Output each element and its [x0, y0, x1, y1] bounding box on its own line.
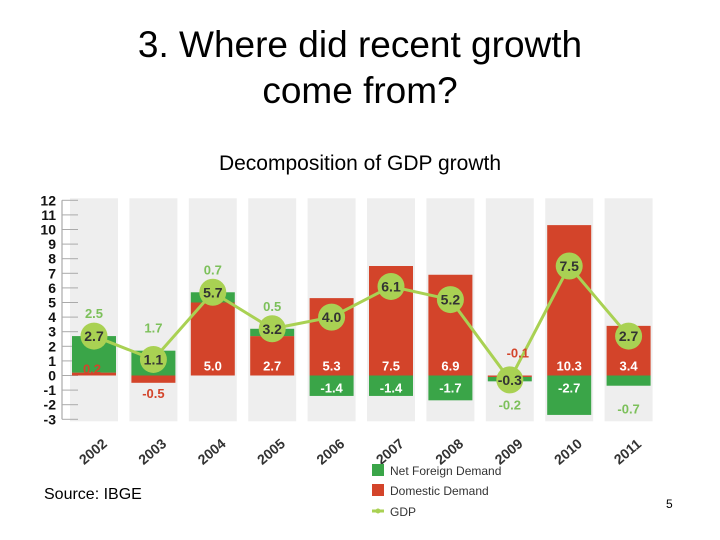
gdp-label-2011: 2.7 — [619, 328, 639, 344]
x-tick-label-2004: 2004 — [195, 435, 229, 467]
column-band-2003 — [129, 198, 178, 422]
domestic-demand-bar-2004 — [190, 302, 235, 376]
x-tick-label-2002: 2002 — [76, 435, 110, 467]
slide-title-line-1: 3. Where did recent growth — [137, 24, 583, 65]
x-tick-label-2010: 2010 — [551, 435, 585, 467]
domestic-demand-label-2004: 5.0 — [204, 359, 222, 374]
y-tick-label: 8 — [48, 251, 56, 267]
legend-swatch-net-foreign-demand — [372, 464, 384, 476]
domestic-demand-label-2007: 7.5 — [382, 359, 400, 374]
domestic-demand-label-2002: 0.2 — [83, 362, 101, 377]
gdp-label-2008: 5.2 — [441, 292, 461, 308]
slide-title-line-2: come from? — [262, 70, 458, 111]
y-tick-label: -3 — [44, 411, 57, 427]
x-tick-label-2003: 2003 — [135, 435, 169, 467]
gdp-label-2009: -0.3 — [498, 372, 522, 388]
gdp-marker-2011 — [615, 322, 643, 350]
source-note: Source: IBGE — [44, 486, 142, 503]
gdp-marker-2005 — [258, 315, 286, 343]
domestic-demand-bar-2002 — [72, 372, 116, 376]
gdp-marker-2010 — [555, 252, 583, 280]
gdp-marker-2008 — [436, 286, 464, 314]
gdp-label-2005: 3.2 — [262, 321, 282, 337]
net-foreign-demand-label-2008: -1.7 — [439, 381, 461, 396]
net-foreign-demand-bar-2008 — [428, 375, 473, 401]
gdp-marker-2003 — [139, 345, 167, 373]
domestic-demand-label-2006: 5.3 — [323, 359, 341, 374]
y-tick-label: -2 — [44, 397, 57, 413]
domestic-demand-bar-2003 — [131, 375, 176, 383]
net-foreign-demand-label-2011: -0.7 — [617, 402, 639, 417]
domestic-demand-label-2008: 6.9 — [441, 359, 459, 374]
gdp-marker-2004 — [199, 278, 227, 306]
y-tick-label: 6 — [48, 280, 56, 296]
net-foreign-demand-label-2002: 2.5 — [85, 306, 103, 321]
x-tick-label-2006: 2006 — [313, 435, 347, 467]
domestic-demand-bar-2005 — [250, 336, 295, 376]
net-foreign-demand-label-2009: -0.2 — [499, 397, 521, 412]
gdp-marker-2009 — [496, 366, 524, 394]
gdp-marker-2007 — [377, 272, 405, 300]
domestic-demand-bar-2010 — [547, 225, 592, 376]
net-foreign-demand-bar-2011 — [606, 375, 651, 386]
net-foreign-demand-label-2005: 0.5 — [263, 299, 281, 314]
column-band-2011 — [604, 198, 653, 422]
net-foreign-demand-label-2004: 0.7 — [204, 262, 222, 277]
y-tick-label: 0 — [48, 368, 56, 384]
column-band-2002 — [70, 198, 118, 422]
domestic-demand-label-2011: 3.4 — [620, 359, 639, 374]
y-tick-label: 7 — [48, 265, 56, 281]
chart-title: Decomposition of GDP growth — [218, 152, 502, 175]
net-foreign-demand-bar-2007 — [369, 375, 413, 396]
y-tick-label: 5 — [48, 295, 56, 311]
page-number: 5 — [666, 497, 673, 511]
net-foreign-demand-label-2010: -2.7 — [558, 381, 580, 396]
gdp-line — [93, 263, 630, 383]
y-tick-label: 1 — [48, 353, 56, 369]
gdp-label-2006: 4.0 — [322, 309, 342, 325]
legend-swatch-gdp-dot — [375, 508, 381, 514]
x-tick-label-2007: 2007 — [373, 435, 407, 467]
y-tick-label: 9 — [48, 236, 56, 252]
x-tick-label-2009: 2009 — [492, 435, 526, 467]
gdp-label-2010: 7.5 — [559, 258, 579, 274]
y-tick-label: 3 — [48, 324, 56, 340]
gdp-label-2007: 6.1 — [381, 278, 401, 294]
legend-label-gdp: GDP — [390, 505, 416, 519]
legend-label-net-foreign-demand: Net Foreign Demand — [390, 464, 501, 478]
gdp-label-2003: 1.1 — [144, 351, 164, 367]
y-tick-label: 2 — [48, 338, 56, 354]
column-band-2005 — [248, 198, 297, 422]
slide-title: 3. Where did recent growth come from? — [0, 22, 720, 114]
domestic-demand-label-2009: -0.1 — [507, 346, 529, 361]
gdp-label-2002: 2.7 — [84, 328, 104, 344]
gdp-label-2004: 5.7 — [203, 284, 223, 300]
domestic-demand-label-2003: -0.5 — [142, 386, 164, 401]
gdp-marker-2006 — [318, 303, 346, 331]
x-tick-label-2005: 2005 — [254, 435, 288, 467]
net-foreign-demand-bar-2010 — [547, 375, 592, 415]
net-foreign-demand-bar-2006 — [309, 375, 354, 396]
y-tick-label: 11 — [41, 207, 56, 223]
x-tick-label-2008: 2008 — [432, 435, 466, 467]
y-tick-label: -1 — [44, 382, 57, 398]
y-tick-label: 10 — [40, 222, 56, 238]
legend-label-domestic-demand: Domestic Demand — [390, 484, 489, 498]
gdp-marker-2002 — [80, 322, 108, 350]
y-tick-label: 4 — [48, 309, 56, 325]
x-tick-label-2011: 2011 — [611, 435, 645, 467]
domestic-demand-label-2005: 2.7 — [263, 359, 281, 374]
net-foreign-demand-label-2003: 1.7 — [144, 321, 162, 336]
y-tick-label: 12 — [40, 192, 56, 208]
domestic-demand-label-2010: 10.3 — [557, 359, 582, 374]
legend-swatch-domestic-demand — [372, 484, 384, 496]
net-foreign-demand-label-2006: -1.4 — [320, 381, 343, 396]
net-foreign-demand-label-2007: -1.4 — [380, 381, 403, 396]
